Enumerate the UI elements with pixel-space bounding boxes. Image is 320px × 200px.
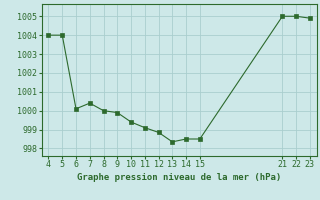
X-axis label: Graphe pression niveau de la mer (hPa): Graphe pression niveau de la mer (hPa) — [77, 173, 281, 182]
